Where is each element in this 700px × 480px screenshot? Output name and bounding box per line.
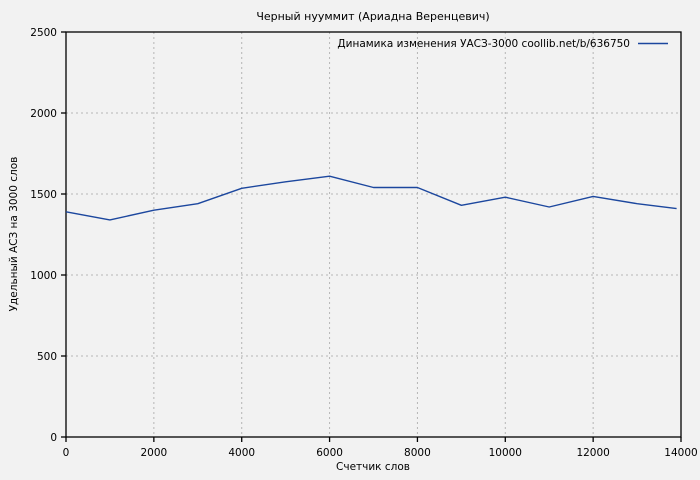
x-axis-label: Счетчик слов	[336, 461, 410, 473]
chart-title: Черный нууммит (Ариадна Веренцевич)	[256, 10, 489, 23]
legend: Динамика изменения УАСЗ-3000 coollib.net…	[337, 38, 668, 50]
plot-border	[65, 31, 682, 438]
y-tick-label: 500	[37, 351, 57, 363]
y-tick-label: 1000	[30, 270, 57, 282]
y-axis-label: Удельный АСЗ на 3000 слов	[8, 157, 20, 312]
y-tick-label: 0	[50, 432, 57, 444]
y-tick-label: 2500	[30, 27, 57, 39]
x-tick-label: 8000	[404, 447, 431, 459]
x-tick-label: 10000	[489, 447, 522, 459]
y-tick-label: 1500	[30, 189, 57, 201]
x-tick-label: 12000	[576, 447, 609, 459]
legend-label: Динамика изменения УАСЗ-3000 coollib.net…	[337, 38, 630, 50]
x-tick-label: 4000	[228, 447, 255, 459]
data-series	[65, 175, 677, 221]
x-tick-label: 0	[63, 447, 70, 459]
axis-ticks	[61, 31, 682, 442]
gridlines	[66, 32, 681, 437]
tick-labels: 0 2000 4000 6000 8000 10000 12000 14000 0 500 1000…	[30, 27, 697, 459]
data-line	[65, 175, 677, 221]
x-tick-label: 2000	[140, 447, 167, 459]
x-tick-label: 6000	[316, 447, 343, 459]
y-tick-label: 2000	[30, 108, 57, 120]
x-tick-label: 14000	[664, 447, 697, 459]
